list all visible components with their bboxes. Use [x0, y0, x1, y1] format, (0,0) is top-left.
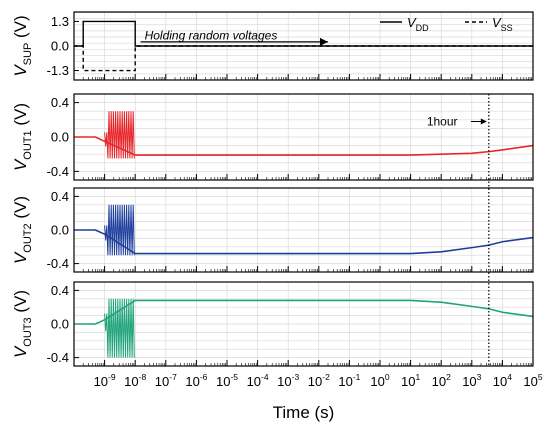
series-line — [74, 299, 533, 325]
y-axis-label: VSUP (V) — [11, 15, 34, 76]
holding-arrow-head — [320, 37, 329, 46]
panel-frame — [73, 281, 534, 367]
legend-label-dd: VDD — [407, 15, 429, 33]
oscillation-burst — [104, 111, 135, 159]
x-tick-label: 10-3 — [277, 372, 299, 389]
panel-frame — [73, 11, 534, 81]
x-tick-label: 10-1 — [338, 372, 360, 389]
x-axis-label: Time (s) — [273, 403, 335, 422]
hour-arrow-head — [480, 118, 487, 125]
series-vss — [74, 45, 533, 72]
y-tick-label: 0.4 — [51, 95, 69, 110]
oscillation-burst — [104, 204, 135, 256]
y-tick-label: 0.0 — [51, 317, 69, 332]
y-tick-label: -0.4 — [47, 164, 69, 179]
y-tick-label: 0.4 — [51, 283, 69, 298]
x-tick-label: 10-8 — [124, 372, 146, 389]
y-tick-label: 0.4 — [51, 189, 69, 204]
y-axis-label: VOUT1 (V) — [11, 103, 34, 171]
y-tick-label: -0.4 — [47, 350, 69, 365]
x-tick-label: 10-7 — [155, 372, 177, 389]
y-tick-label: -0.4 — [47, 256, 69, 271]
panel-frame — [73, 187, 534, 273]
panel-out3: 0.4 0.0 -0.4 VOUT3 (V) — [11, 281, 534, 367]
series-line — [74, 136, 533, 156]
y-axis-label: VOUT2 (V) — [11, 196, 34, 264]
x-tick-label: 10-9 — [94, 372, 116, 389]
annotation-1hour: 1hour — [427, 115, 458, 129]
panel-supply: 1.3 0.0 -1.3 Holding random voltages VDD VSS V… — [11, 11, 534, 81]
x-tick-label: 101 — [401, 372, 420, 389]
x-tick-label: 104 — [493, 372, 512, 389]
y-tick-label: 0.0 — [51, 39, 69, 54]
y-axis-label: VOUT3 (V) — [11, 290, 34, 358]
x-tick-label: 100 — [370, 372, 389, 389]
y-tick-label: 0.0 — [51, 223, 69, 238]
x-tick-label: 10-6 — [185, 372, 207, 389]
legend-label-ss: VSS — [492, 15, 513, 33]
oscillation-burst — [104, 298, 135, 358]
y-tick-label: -1.3 — [47, 63, 69, 78]
y-tick-label: 0.0 — [51, 130, 69, 145]
panel-out2: 0.4 0.0 -0.4 VOUT2 (V) — [11, 187, 534, 273]
x-tick-label: 103 — [462, 372, 481, 389]
panel-out1: 0.4 0.0 -0.4 1hour VOUT1 (V) — [11, 93, 534, 181]
x-tick-label: 10-4 — [247, 372, 269, 389]
x-tick-label: 102 — [432, 372, 451, 389]
x-tick-label: 10-5 — [216, 372, 238, 389]
panel-frame — [73, 93, 534, 181]
annotation-holding: Holding random voltages — [145, 29, 278, 43]
x-tick-label: 10-2 — [308, 372, 330, 389]
series-line — [74, 229, 533, 255]
y-tick-label: 1.3 — [51, 14, 69, 29]
x-tick-label: 105 — [523, 372, 542, 389]
